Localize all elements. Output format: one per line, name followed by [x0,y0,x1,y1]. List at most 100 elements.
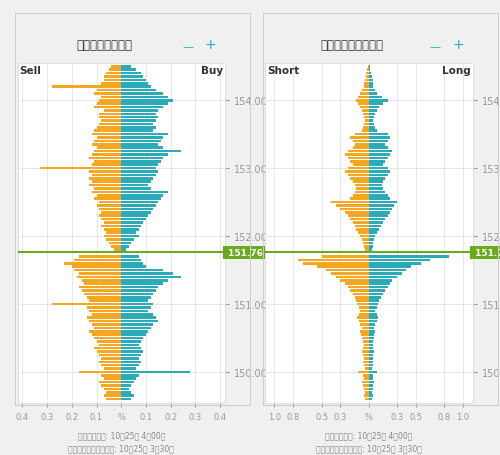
Bar [121,310,148,313]
Text: Short: Short [267,66,300,76]
Bar [369,300,379,302]
Bar [350,137,369,140]
Bar [369,120,374,122]
Bar [369,96,382,99]
Bar [340,208,369,211]
Bar [121,334,146,336]
Bar [362,90,369,92]
Bar [92,191,121,194]
Bar [121,90,156,92]
Bar [121,286,158,289]
Bar [331,202,369,204]
Bar [369,357,372,360]
Bar [121,120,156,122]
Bar [121,100,173,102]
Text: Buy: Buy [201,66,223,76]
Bar [121,164,158,167]
Bar [331,273,369,275]
Bar [369,388,372,390]
Bar [369,177,385,180]
Bar [96,147,121,150]
Bar [121,313,154,316]
Bar [369,100,388,102]
Bar [89,300,121,302]
Bar [365,79,369,82]
Bar [369,79,372,82]
Bar [102,384,121,387]
Bar [89,177,121,180]
Bar [369,127,376,129]
Bar [77,276,121,278]
Bar [369,368,372,370]
Bar [121,144,158,147]
Text: +: + [452,38,464,52]
Bar [121,354,141,357]
Bar [364,378,369,380]
Bar [106,391,121,394]
Bar [94,347,121,350]
Bar [348,167,369,170]
Bar [302,263,369,265]
Bar [361,334,369,336]
Bar [369,347,374,350]
Bar [86,296,121,299]
Bar [121,161,161,163]
Text: 最新更新時間: 10月25日 4時00分
スナップショット時間: 10月25日 3時30分: 最新更新時間: 10月25日 4時00分 スナップショット時間: 10月25日 … [68,430,174,453]
Bar [104,394,121,397]
Bar [365,368,369,370]
Bar [369,167,388,170]
Bar [369,161,385,163]
Bar [96,90,121,92]
Bar [360,310,369,313]
Bar [121,357,138,360]
Bar [104,222,121,224]
Bar [96,340,121,343]
Bar [94,130,121,133]
Bar [94,151,121,153]
Bar [369,279,392,282]
Bar [369,137,390,140]
Bar [89,310,121,313]
Bar [106,239,121,241]
Bar [121,103,168,106]
Bar [352,164,369,167]
Bar [365,398,369,400]
Bar [89,184,121,187]
Bar [89,157,121,160]
Bar [369,307,377,309]
Bar [369,303,378,306]
Bar [369,212,390,214]
Bar [298,259,369,262]
Bar [121,154,168,157]
Bar [360,307,369,309]
Bar [369,110,377,112]
Bar [364,83,369,86]
Bar [121,228,138,231]
Bar [104,79,121,82]
Bar [121,235,138,238]
Bar [362,239,369,241]
Bar [350,218,369,221]
Bar [369,371,377,374]
Bar [364,123,369,126]
Bar [364,394,369,397]
Bar [109,242,121,245]
Bar [369,245,372,248]
Bar [352,293,369,295]
Bar [94,141,121,143]
Bar [369,218,385,221]
Bar [362,327,369,329]
Bar [360,106,369,109]
Bar [369,283,390,285]
Bar [121,205,156,207]
Bar [369,174,388,177]
Bar [99,113,121,116]
Bar [369,66,370,68]
Bar [121,276,180,278]
Bar [363,354,369,357]
Bar [121,364,138,367]
Bar [94,327,121,329]
Bar [369,171,390,173]
Bar [362,350,369,353]
Bar [365,249,369,252]
